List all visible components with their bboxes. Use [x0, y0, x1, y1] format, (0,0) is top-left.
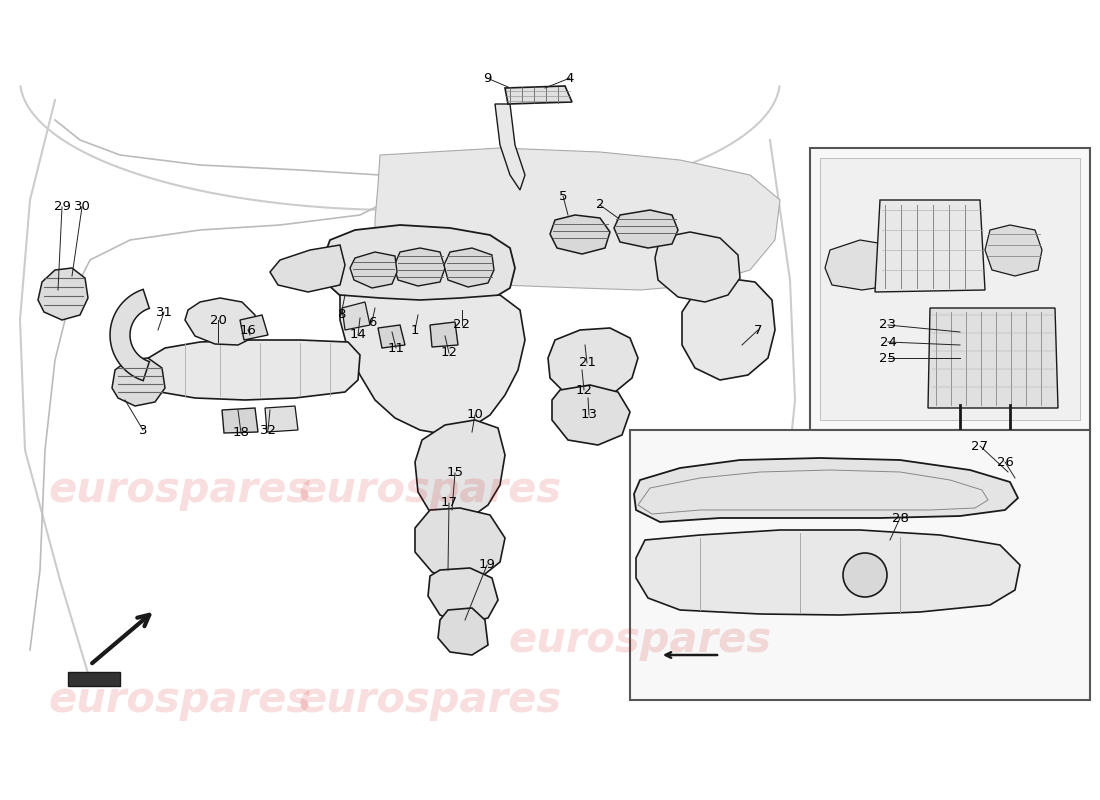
Polygon shape: [505, 86, 572, 104]
Text: eurospares: eurospares: [48, 679, 311, 721]
Text: 15: 15: [447, 466, 463, 479]
Polygon shape: [495, 104, 525, 190]
Text: 7: 7: [754, 323, 762, 337]
Text: eurospares: eurospares: [298, 679, 562, 721]
Polygon shape: [825, 240, 900, 290]
Text: 13: 13: [581, 409, 597, 422]
Polygon shape: [394, 248, 446, 286]
Text: 5: 5: [559, 190, 568, 202]
Text: 28: 28: [892, 511, 909, 525]
Text: 19: 19: [478, 558, 495, 571]
Polygon shape: [548, 328, 638, 398]
Text: 22: 22: [453, 318, 471, 331]
Polygon shape: [654, 232, 740, 302]
Polygon shape: [820, 158, 1080, 420]
Text: 10: 10: [466, 409, 483, 422]
Polygon shape: [350, 252, 397, 288]
Text: 8: 8: [337, 309, 345, 322]
Text: 27: 27: [971, 439, 989, 453]
Polygon shape: [39, 268, 88, 320]
Polygon shape: [550, 215, 610, 254]
Text: 26: 26: [997, 455, 1013, 469]
Text: 18: 18: [232, 426, 250, 439]
Text: 32: 32: [260, 423, 276, 437]
Bar: [810, 148, 1090, 430]
Text: 24: 24: [880, 335, 896, 349]
Polygon shape: [270, 245, 345, 292]
Text: 31: 31: [155, 306, 173, 318]
Text: 4: 4: [565, 71, 574, 85]
Polygon shape: [444, 248, 494, 287]
Text: 21: 21: [579, 357, 595, 370]
Text: 1: 1: [410, 323, 419, 337]
Polygon shape: [634, 458, 1018, 522]
Polygon shape: [222, 408, 258, 433]
Polygon shape: [614, 210, 678, 248]
Polygon shape: [415, 420, 505, 520]
Polygon shape: [375, 148, 780, 290]
Text: 9: 9: [483, 71, 492, 85]
Polygon shape: [438, 608, 488, 655]
Text: 20: 20: [210, 314, 227, 326]
Polygon shape: [682, 278, 776, 380]
Polygon shape: [636, 530, 1020, 615]
Text: 23: 23: [880, 318, 896, 331]
Polygon shape: [110, 290, 150, 381]
Polygon shape: [928, 308, 1058, 408]
Polygon shape: [552, 385, 630, 445]
Polygon shape: [378, 325, 405, 348]
Text: 25: 25: [880, 351, 896, 365]
Bar: [630, 430, 1090, 700]
Polygon shape: [265, 406, 298, 432]
Text: 3: 3: [139, 423, 147, 437]
Polygon shape: [185, 298, 255, 345]
Text: 29: 29: [54, 201, 70, 214]
Text: eurospares: eurospares: [298, 469, 562, 511]
Polygon shape: [112, 358, 165, 406]
Text: 14: 14: [350, 329, 366, 342]
Polygon shape: [240, 315, 268, 340]
Polygon shape: [140, 340, 360, 400]
Polygon shape: [874, 200, 984, 292]
Text: 6: 6: [367, 315, 376, 329]
Polygon shape: [342, 302, 370, 330]
Text: 30: 30: [74, 201, 90, 214]
Text: 16: 16: [240, 323, 256, 337]
Text: 12: 12: [575, 383, 593, 397]
Text: 12: 12: [440, 346, 458, 359]
Polygon shape: [430, 322, 458, 347]
Polygon shape: [428, 568, 498, 624]
Polygon shape: [322, 225, 515, 312]
Circle shape: [843, 553, 887, 597]
Text: 2: 2: [596, 198, 604, 211]
Text: eurospares: eurospares: [508, 619, 771, 661]
Polygon shape: [984, 225, 1042, 276]
Polygon shape: [340, 295, 525, 435]
Bar: [68, 672, 120, 686]
Text: 17: 17: [440, 497, 458, 510]
Text: 11: 11: [387, 342, 405, 354]
Text: eurospares: eurospares: [48, 469, 311, 511]
Polygon shape: [415, 508, 505, 582]
